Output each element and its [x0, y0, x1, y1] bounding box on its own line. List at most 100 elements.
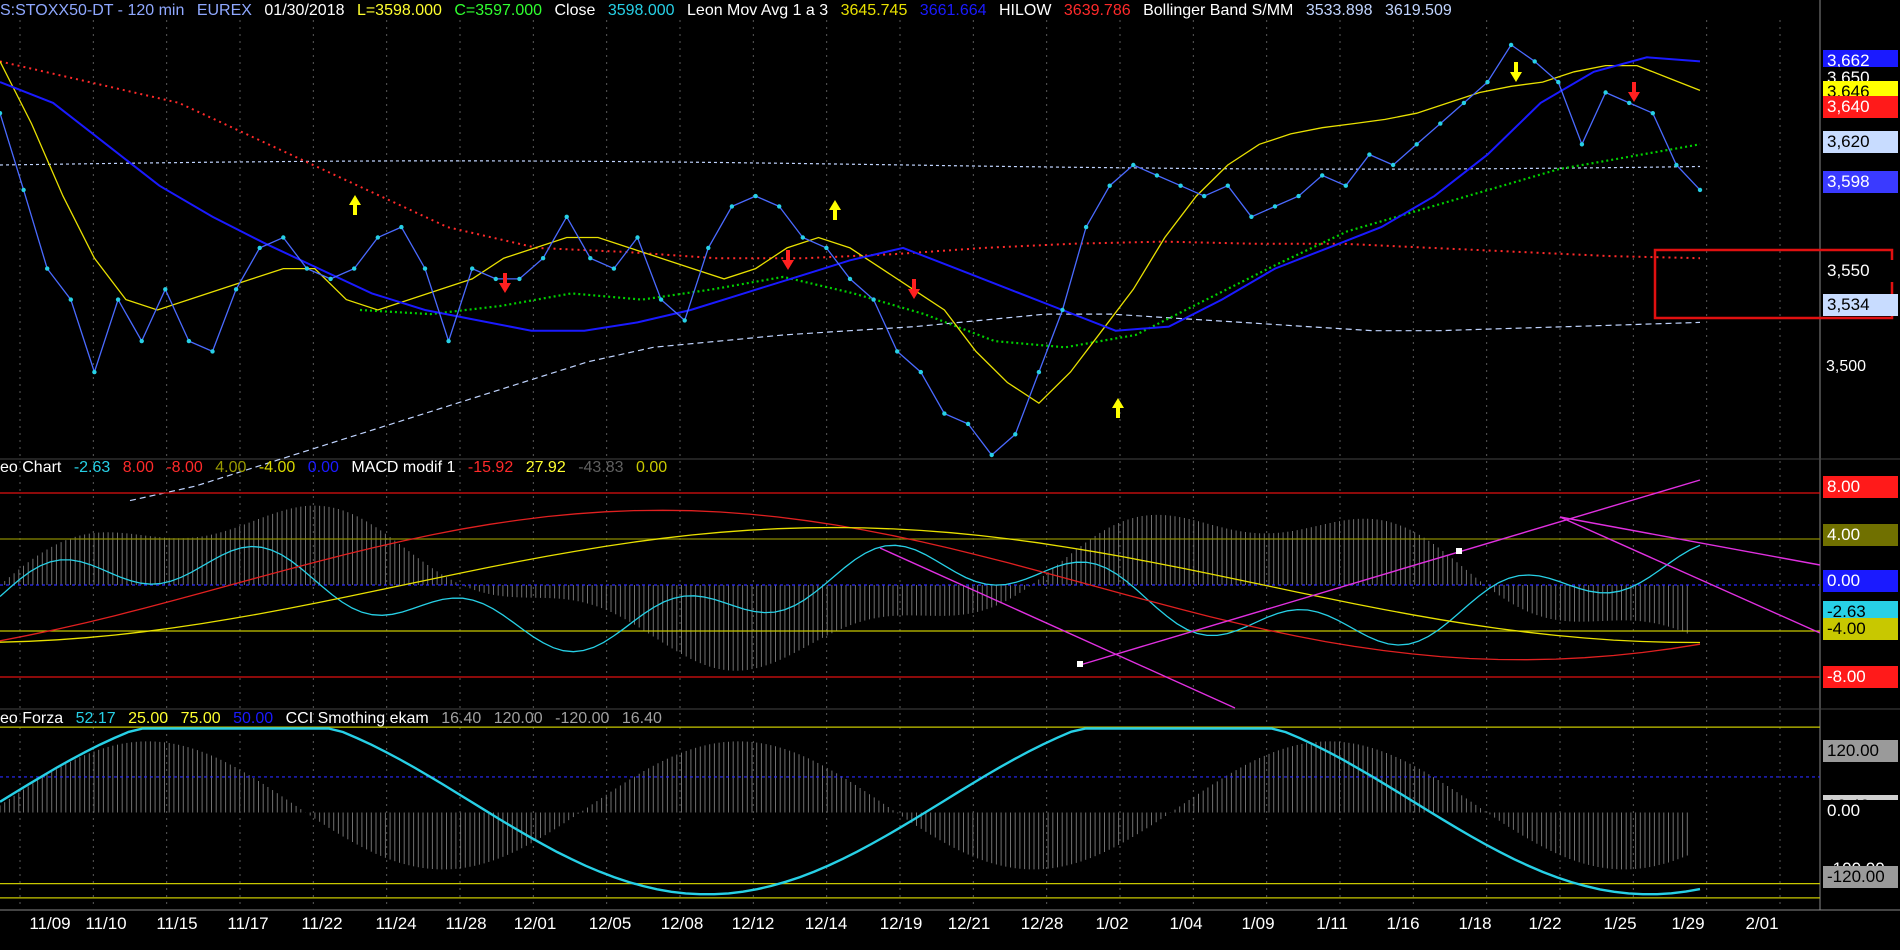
panel2-v4: 4.00	[215, 459, 246, 476]
close-price-point	[919, 370, 923, 374]
bollinger-value-2: 3619.509	[1385, 2, 1452, 19]
close-price-point	[1178, 184, 1182, 188]
close-price-point	[730, 204, 734, 208]
close-price-point	[635, 235, 639, 239]
macd-panel-header: eo Chart -2.63 8.00 -8.00 4.00 -4.00 0.0…	[0, 459, 675, 477]
close-price-point	[1367, 152, 1371, 156]
x-tick-label: 11/17	[227, 914, 268, 934]
macd-badge: -8.00	[1823, 666, 1898, 688]
close-price-point	[140, 339, 144, 343]
close-price-point	[706, 246, 710, 250]
cci-cyan-line	[0, 729, 1700, 895]
mov-avg-value-yellow: 3645.745	[841, 2, 908, 19]
close-price-point	[990, 453, 994, 457]
close-price-point	[69, 297, 73, 301]
x-tick-label: 11/24	[375, 914, 416, 934]
close-price-point	[824, 246, 828, 250]
close-price-point	[328, 277, 332, 281]
close-price-point	[871, 297, 875, 301]
x-tick-label: 12/19	[880, 914, 923, 934]
hilow-label: HILOW	[999, 2, 1051, 19]
close-price-point	[352, 266, 356, 270]
cci-badge: 120.00	[1823, 740, 1898, 762]
panel3-v4: 50.00	[233, 710, 273, 727]
close-price-point	[1202, 194, 1206, 198]
x-tick-label: 1/18	[1458, 914, 1491, 934]
green-dotted-line	[360, 144, 1700, 347]
macd-badge: -4.00	[1823, 618, 1898, 640]
macd-badge: 8.00	[1823, 476, 1898, 498]
macd-label: MACD modif 1	[351, 459, 455, 476]
signal-arrow-icon	[1628, 82, 1640, 102]
cci-panel-header: eo Forza 52.17 25.00 75.00 50.00 CCI Smo…	[0, 710, 670, 728]
macd-v2: 27.92	[526, 459, 566, 476]
close-price-point	[683, 318, 687, 322]
price-badge: 3,620	[1823, 131, 1898, 153]
signal-arrow-icon	[349, 195, 361, 215]
close-price-point	[258, 246, 262, 250]
panel2-v3: -8.00	[166, 459, 202, 476]
close-price-point	[1651, 111, 1655, 115]
close-price-point	[659, 297, 663, 301]
x-tick-label: 11/09	[29, 914, 70, 934]
close-price-point	[187, 339, 191, 343]
close-price-point	[1226, 184, 1230, 188]
macd-cyan-line	[0, 545, 1700, 651]
close-equals-value: C=3597.000	[454, 2, 542, 19]
close-price-point	[1084, 225, 1088, 229]
close-price-point	[1108, 184, 1112, 188]
close-price-point	[517, 277, 521, 281]
close-price-point	[45, 266, 49, 270]
close-price-point	[565, 215, 569, 219]
close-price-point	[1698, 188, 1702, 192]
close-price-point	[1485, 80, 1489, 84]
close-price-point	[1462, 101, 1466, 105]
x-tick-label: 1/02	[1095, 914, 1128, 934]
mov-avg-value-blue: 3661.664	[920, 2, 987, 19]
trendline-up	[1080, 480, 1700, 665]
x-tick-label: 11/10	[85, 914, 126, 934]
close-price-point	[895, 349, 899, 353]
close-price-point	[848, 277, 852, 281]
close-price-point	[1391, 163, 1395, 167]
close-price-point	[1060, 308, 1064, 312]
panel2-label: eo Chart	[0, 459, 61, 476]
cci-v4: 16.40	[622, 710, 662, 727]
panel2-v5: -4.00	[259, 459, 295, 476]
symbol-label: S:STOXX50-DT - 120 min	[0, 2, 184, 19]
close-price-point	[163, 287, 167, 291]
x-tick-label: 1/25	[1603, 914, 1636, 934]
bollinger-upper-line	[0, 161, 1700, 169]
hilow-line	[0, 61, 1700, 258]
cci-v3: -120.00	[555, 710, 609, 727]
close-value: 3598.000	[608, 2, 675, 19]
low-value: L=3598.000	[357, 2, 442, 19]
close-price-point	[305, 266, 309, 270]
x-tick-label: 12/05	[589, 914, 632, 934]
x-tick-label: 11/15	[156, 914, 197, 934]
hilow-value: 3639.786	[1064, 2, 1131, 19]
panel2-v1: -2.63	[74, 459, 110, 476]
mov-avg-yellow-line	[0, 61, 1700, 403]
x-tick-label: 1/29	[1671, 914, 1704, 934]
exchange-label: EUREX	[197, 2, 252, 19]
close-price-point	[753, 194, 757, 198]
x-tick-label: 2/01	[1745, 914, 1778, 934]
date-label: 01/30/2018	[264, 2, 344, 19]
x-tick-label: 11/28	[445, 914, 486, 934]
close-price-point	[1580, 142, 1584, 146]
price-tick-label: 3,500	[1826, 358, 1866, 376]
x-tick-label: 12/28	[1021, 914, 1064, 934]
bollinger-label: Bollinger Band S/MM	[1143, 2, 1293, 19]
panel3-v3: 75.00	[181, 710, 221, 727]
close-price-point	[1296, 194, 1300, 198]
macd-v3: -43.83	[578, 459, 623, 476]
close-price-point	[801, 235, 805, 239]
x-tick-label: 12/01	[514, 914, 557, 934]
close-price-point	[1603, 90, 1607, 94]
trendline-short	[1560, 517, 1820, 565]
price-badge: 3,550	[1823, 260, 1898, 282]
close-price-point	[1013, 432, 1017, 436]
close-price-point	[376, 235, 380, 239]
panel2-v2: 8.00	[123, 459, 154, 476]
